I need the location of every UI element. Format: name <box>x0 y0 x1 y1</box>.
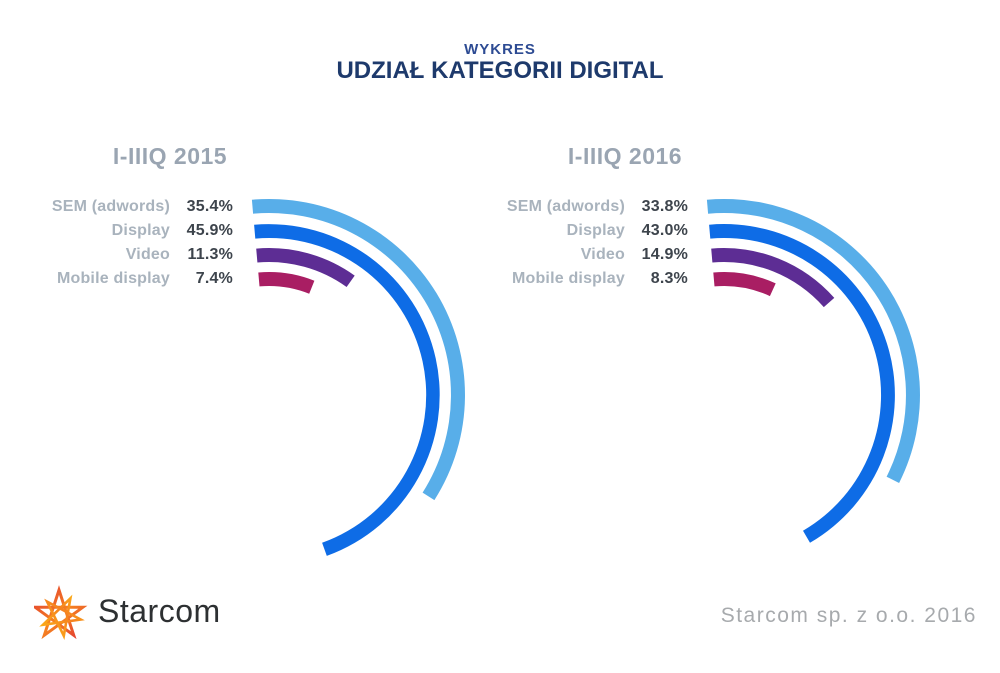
legend-row: Mobile display 8.3% <box>455 267 688 291</box>
legend-row: Display 45.9% <box>0 219 233 243</box>
arc-mobile-display <box>258 272 315 294</box>
category-label: SEM (adwords) <box>51 198 170 215</box>
category-value: 14.9% <box>641 246 688 263</box>
category-value: 8.3% <box>650 270 688 287</box>
legend-row: Video 14.9% <box>455 243 688 267</box>
legend-row: Display 43.0% <box>455 219 688 243</box>
category-label: Mobile display <box>56 270 170 287</box>
legend-row: Video 11.3% <box>0 243 233 267</box>
legend-row: SEM (adwords) 35.4% <box>0 195 233 219</box>
category-label: Mobile display <box>511 270 625 287</box>
category-label: Video <box>125 246 170 263</box>
arc-sem-adwords <box>706 198 920 483</box>
category-value: 7.4% <box>195 270 233 287</box>
chart-2015-legend: SEM (adwords) 35.4% Display 45.9% Video … <box>0 195 233 291</box>
radial-arc-chart-2015 <box>251 198 465 556</box>
starcom-star-icon <box>34 585 88 640</box>
category-value: 33.8% <box>641 198 688 215</box>
chart-2016-period-title: I-IIIQ 2016 <box>567 143 683 169</box>
arc-sem-adwords <box>251 198 465 501</box>
legend-row: Mobile display 7.4% <box>0 267 233 291</box>
chart-2016-legend: SEM (adwords) 33.8% Display 43.0% Video … <box>455 195 688 291</box>
arc-video <box>256 248 355 287</box>
chart-2016: I-IIIQ 2016 SEM (adwords) 33.8% Display … <box>455 140 955 635</box>
category-label: SEM (adwords) <box>506 198 625 215</box>
category-value: 35.4% <box>186 198 233 215</box>
chart-eyebrow: WYKRES <box>464 41 536 58</box>
page-title: UDZIAŁ KATEGORII DIGITAL <box>336 57 664 84</box>
chart-2015-period-title: I-IIIQ 2015 <box>112 143 228 169</box>
starcom-logo: Starcom <box>34 584 254 654</box>
brand-wordmark: Starcom <box>98 593 221 629</box>
category-value: 45.9% <box>186 222 233 239</box>
copyright-credit: Starcom sp. z o.o. 2016 <box>720 604 977 627</box>
category-label: Display <box>566 222 625 239</box>
arc-video <box>711 248 835 308</box>
legend-row: SEM (adwords) 33.8% <box>455 195 688 219</box>
chart-2015: I-IIIQ 2015 SEM (adwords) 35.4% Display … <box>0 140 500 635</box>
category-value: 43.0% <box>641 222 688 239</box>
category-value: 11.3% <box>187 246 233 263</box>
category-label: Display <box>111 222 170 239</box>
radial-arc-chart-2016 <box>706 198 920 543</box>
arc-mobile-display <box>713 272 776 297</box>
category-label: Video <box>580 246 625 263</box>
